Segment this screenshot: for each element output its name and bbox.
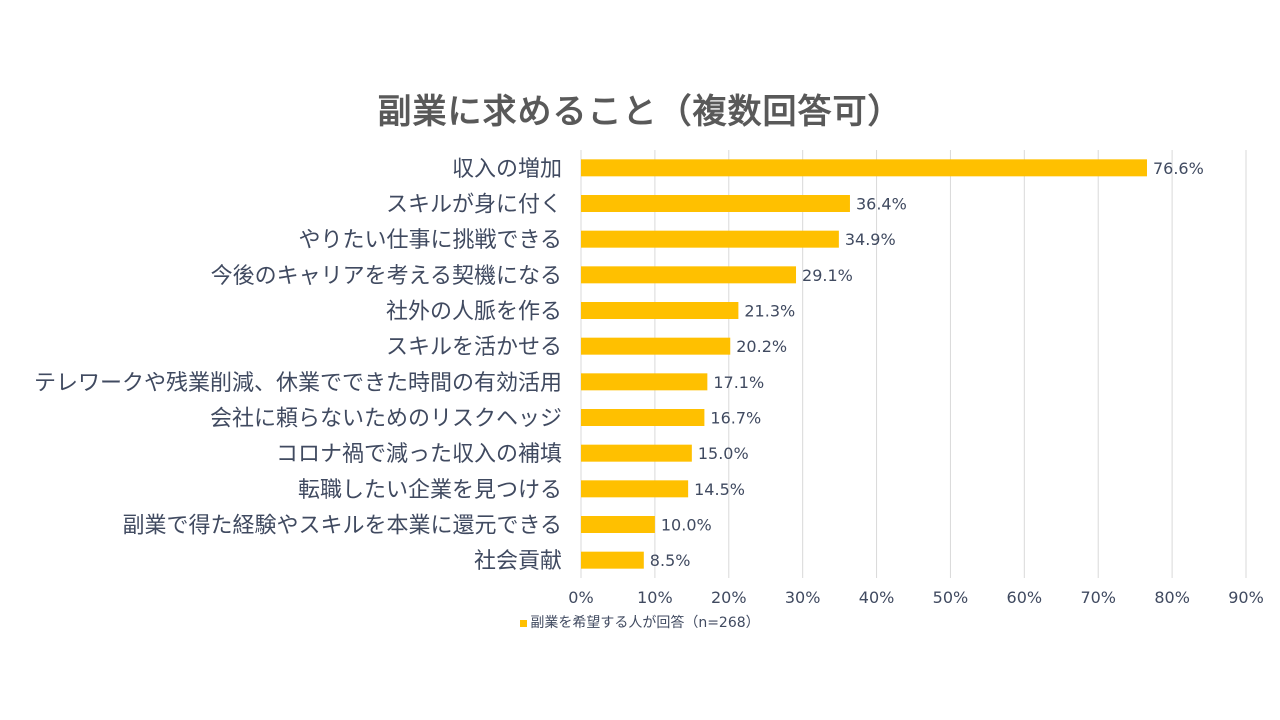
category-label: テレワークや残業削減、休業でできた時間の有効活用	[34, 371, 562, 396]
bar	[581, 551, 644, 569]
x-tick-label: 0%	[568, 588, 593, 607]
x-tick-label: 20%	[711, 588, 747, 607]
x-tick-label: 80%	[1154, 588, 1190, 607]
x-axis-tick-labels: 0% 10% 20% 30% 40% 50% 60% 70% 80% 90%	[568, 588, 1263, 607]
bar	[581, 195, 850, 212]
category-labels: 収入の増加スキルが身に付くやりたい仕事に挑戦できる今後のキャリアを考える契機にな…	[34, 157, 562, 574]
category-label: スキルを活かせる	[386, 335, 562, 360]
chart-title: 副業に求めること（複数回答可）	[377, 92, 903, 132]
category-label: 今後のキャリアを考える契機になる	[211, 264, 562, 289]
value-labels: 76.6% 36.4% 34.9% 29.1% 21.3% 20.2% 17.1% 16.7%…	[650, 159, 1204, 570]
category-label: やりたい仕事に挑戦できる	[298, 228, 562, 253]
x-tick-label: 70%	[1080, 588, 1116, 607]
bar	[581, 266, 797, 284]
bars	[581, 159, 1147, 569]
x-tick-label: 30%	[785, 588, 821, 607]
bar	[581, 159, 1147, 177]
data-label: 21.3%	[744, 302, 795, 321]
x-tick-label: 10%	[637, 588, 673, 607]
data-label: 34.9%	[845, 230, 896, 249]
bar	[581, 373, 708, 391]
gridlines	[580, 150, 1247, 578]
x-tick-label: 50%	[933, 588, 969, 607]
data-label: 14.5%	[694, 480, 745, 499]
category-label: 社会貢献	[474, 549, 562, 574]
legend-label: 副業を希望する人が回答（n=268）	[530, 615, 760, 631]
category-label: 社外の人脈を作る	[386, 300, 562, 325]
data-label: 36.4%	[856, 195, 907, 214]
category-label: 会社に頼らないためのリスクヘッジ	[210, 407, 562, 432]
category-label: 収入の増加	[452, 157, 562, 182]
data-label: 17.1%	[713, 373, 764, 392]
x-tick-label: 60%	[1007, 588, 1043, 607]
category-label: 副業で得た経験やスキルを本業に還元できる	[122, 514, 562, 539]
bar	[581, 444, 692, 462]
bar	[581, 302, 739, 319]
bar	[581, 409, 705, 426]
category-label: スキルが身に付く	[386, 193, 562, 218]
x-tick-label: 90%	[1228, 588, 1264, 607]
data-label: 10.0%	[661, 516, 712, 535]
data-label: 16.7%	[710, 409, 761, 428]
data-label: 20.2%	[736, 337, 787, 356]
data-label: 29.1%	[802, 266, 853, 285]
x-tick-label: 40%	[859, 588, 895, 607]
bar	[581, 230, 839, 248]
bar	[581, 337, 731, 355]
bar	[581, 516, 655, 533]
bar	[581, 480, 689, 498]
data-label: 15.0%	[698, 444, 749, 463]
category-label: コロナ禍で減った収入の補填	[276, 442, 562, 467]
data-label: 76.6%	[1153, 159, 1204, 178]
data-label: 8.5%	[650, 551, 691, 570]
legend: 副業を希望する人が回答（n=268）	[0, 612, 1280, 632]
legend-swatch	[520, 619, 528, 627]
category-label: 転職したい企業を見つける	[298, 478, 562, 503]
